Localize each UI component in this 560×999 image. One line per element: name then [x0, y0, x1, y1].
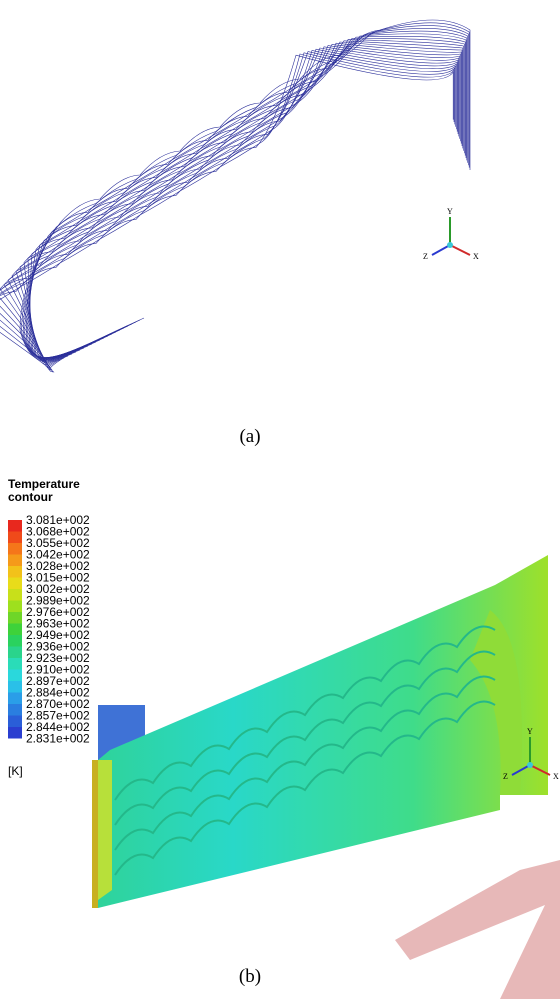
axis-label: X [553, 772, 559, 781]
watermark [395, 860, 560, 999]
legend-swatch [8, 693, 22, 705]
streamline [23, 26, 468, 360]
figure: (a) Temperaturecontour 3.081e+0023.068e+… [0, 0, 560, 999]
legend-swatch [8, 681, 22, 693]
streamline [20, 42, 462, 358]
streamline [8, 46, 460, 360]
legend-swatch [8, 624, 22, 636]
legend-unit: [K] [8, 764, 23, 778]
streamline [28, 40, 464, 358]
axis-label: Z [423, 252, 428, 261]
axis-x [450, 245, 470, 255]
legend-swatch [8, 612, 22, 624]
legend-swatch [8, 716, 22, 728]
legend-swatch [8, 589, 22, 601]
streamline [4, 47, 459, 361]
panel-edge [92, 760, 98, 908]
axis-triad: Y X Z [423, 207, 479, 261]
legend-swatch [8, 635, 22, 647]
streamline [0, 49, 457, 363]
axis-origin [527, 762, 533, 768]
panel-body [98, 555, 548, 908]
caption-b: (b) [239, 966, 261, 987]
legend-swatch [8, 670, 22, 682]
streamline [26, 31, 467, 358]
legend-swatch [8, 520, 22, 532]
left-strip [98, 760, 112, 900]
legend-swatch [8, 704, 22, 716]
streamline [0, 48, 458, 362]
streamline [20, 20, 470, 362]
axis-label: Z [503, 772, 508, 781]
axis-label: Y [447, 207, 453, 216]
legend-swatch [8, 566, 22, 578]
streamline [22, 23, 470, 361]
axis-z [432, 245, 450, 255]
streamline [16, 43, 461, 358]
streamline [0, 52, 456, 367]
temperature-panel [92, 555, 548, 908]
streamline [0, 55, 453, 372]
legend-swatch [8, 647, 22, 659]
legend-label: 2.831e+002 [26, 732, 90, 746]
streamlines [0, 20, 470, 372]
legend-swatch [8, 555, 22, 567]
streamline [28, 34, 466, 358]
streamline [29, 36, 465, 357]
axis-label: Y [527, 727, 533, 736]
legend-swatch [8, 727, 22, 739]
legend-swatch [8, 601, 22, 613]
legend: 3.081e+0023.068e+0023.055e+0023.042e+002… [8, 513, 90, 746]
streamline [0, 54, 454, 370]
legend-swatch [8, 543, 22, 555]
axis-origin [447, 242, 453, 248]
streamline [0, 53, 455, 368]
streamline [24, 41, 463, 358]
legend-swatch [8, 658, 22, 670]
streamline [12, 44, 460, 359]
axis-label: X [473, 252, 479, 261]
legend-swatch [8, 578, 22, 590]
streamline [0, 50, 456, 364]
streamline [30, 38, 464, 357]
caption-a: (a) [239, 426, 260, 447]
legend-swatch [8, 532, 22, 544]
